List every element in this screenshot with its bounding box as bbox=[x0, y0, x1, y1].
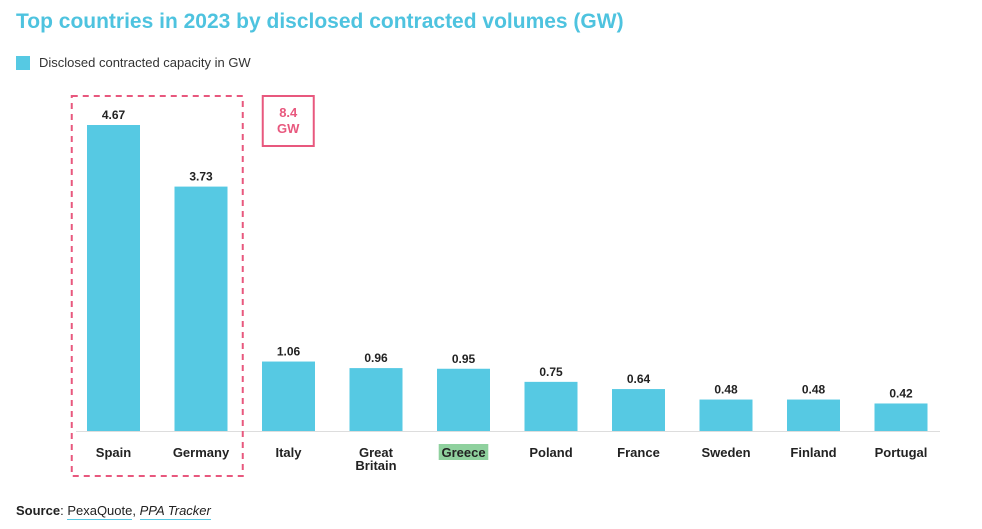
legend-label: Disclosed contracted capacity in GW bbox=[39, 55, 251, 70]
source-label: Source bbox=[16, 503, 61, 518]
category-label: Germany bbox=[173, 445, 230, 460]
bar-value-label: 4.67 bbox=[102, 108, 126, 122]
category-label: Sweden bbox=[701, 445, 750, 460]
source-link-pexaquote[interactable]: PexaQuote bbox=[67, 503, 133, 520]
bar-value-label: 0.64 bbox=[627, 372, 651, 386]
source-comma: , bbox=[132, 503, 140, 518]
category-label: Great bbox=[359, 445, 394, 460]
bar-italy bbox=[262, 361, 315, 431]
bar-poland bbox=[524, 381, 578, 431]
bar-great-britain bbox=[349, 368, 403, 431]
bar-value-label: 3.73 bbox=[189, 170, 213, 184]
bar-value-label: 0.95 bbox=[452, 352, 476, 366]
bar-france bbox=[612, 389, 665, 431]
bar-sweden bbox=[699, 399, 753, 431]
bar-value-label: 0.75 bbox=[539, 365, 563, 379]
bar-value-label: 1.06 bbox=[277, 345, 301, 359]
annotation-unit: GW bbox=[277, 121, 300, 136]
category-label: Britain bbox=[355, 458, 396, 473]
bar-value-label: 0.42 bbox=[889, 386, 913, 400]
source-line: Source: PexaQuote, PPA Tracker bbox=[16, 503, 211, 520]
category-label: Spain bbox=[96, 445, 131, 460]
legend: Disclosed contracted capacity in GW bbox=[16, 55, 251, 70]
chart-title: Top countries in 2023 by disclosed contr… bbox=[16, 10, 624, 33]
legend-swatch bbox=[16, 55, 30, 70]
annotation-value: 8.4 bbox=[279, 105, 298, 120]
source-link-ppa-tracker[interactable]: PPA Tracker bbox=[139, 503, 211, 520]
bar-value-label: 0.48 bbox=[714, 383, 738, 397]
category-highlight bbox=[438, 444, 489, 460]
bar-value-label: 0.48 bbox=[802, 383, 826, 397]
category-label: Finland bbox=[790, 445, 836, 460]
bar-value-label: 0.96 bbox=[364, 351, 388, 365]
source-separator: : bbox=[60, 503, 68, 518]
bar-portugal bbox=[874, 403, 928, 431]
category-label: Greece bbox=[441, 445, 485, 460]
category-label: Portugal bbox=[875, 445, 928, 460]
bar-spain bbox=[87, 125, 140, 431]
category-label: Italy bbox=[275, 445, 302, 460]
bar-finland bbox=[787, 399, 840, 431]
annotation-callout-box bbox=[261, 95, 315, 147]
bar-germany bbox=[174, 186, 228, 431]
category-label: France bbox=[617, 445, 660, 460]
bar-greece bbox=[437, 368, 490, 431]
category-label: Poland bbox=[529, 445, 572, 460]
